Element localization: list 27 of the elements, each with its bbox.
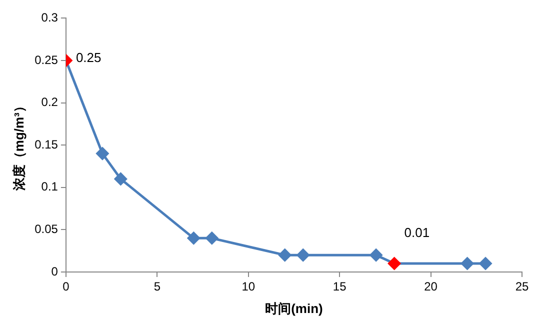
y-tick-label: 0 bbox=[51, 264, 58, 278]
y-tick-label: 0.05 bbox=[34, 222, 58, 236]
y-tick-label: 0.15 bbox=[34, 137, 58, 152]
point bbox=[461, 257, 474, 270]
point bbox=[388, 257, 401, 270]
x-tick-label: 0 bbox=[62, 280, 70, 294]
point bbox=[370, 248, 382, 262]
point bbox=[96, 147, 109, 160]
y-tick-label: 0.3 bbox=[41, 10, 58, 25]
x-axis-title: 时间(min) bbox=[265, 300, 323, 316]
x-tick-label: 10 bbox=[242, 280, 256, 294]
y-tick-label: 0.1 bbox=[41, 180, 58, 194]
x-tick-label: 25 bbox=[515, 280, 529, 294]
x-tick-label: 5 bbox=[154, 280, 161, 294]
point bbox=[206, 232, 218, 244]
point bbox=[114, 172, 127, 186]
point bbox=[187, 232, 200, 244]
x-tick-label: 20 bbox=[424, 280, 438, 294]
annotation: 0.25 bbox=[76, 50, 102, 66]
annotation: 0.01 bbox=[404, 225, 430, 240]
point bbox=[296, 248, 310, 262]
y-axis-title: 浓度（mg/m³） bbox=[11, 100, 26, 192]
point bbox=[278, 248, 292, 262]
x-tick-label: 15 bbox=[332, 280, 347, 294]
y-tick-label: 0.2 bbox=[41, 95, 58, 110]
point bbox=[479, 257, 492, 270]
y-tick-label: 0.25 bbox=[34, 52, 58, 67]
